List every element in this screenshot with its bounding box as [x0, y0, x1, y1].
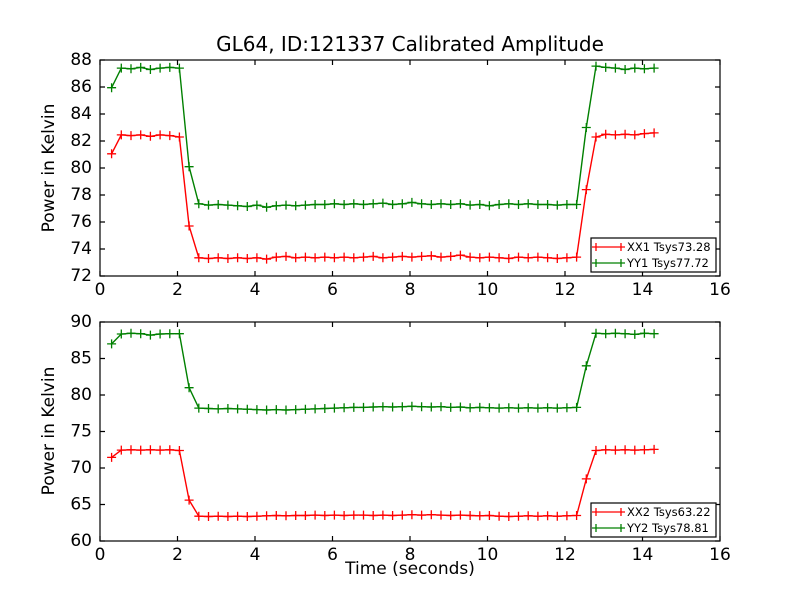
series-line-yy1 [110, 65, 655, 208]
axis-ticks [99, 321, 721, 542]
legend-sample-xx2 [592, 508, 625, 516]
chart-title: GL64, ID:121337 Calibrated Amplitude [216, 32, 604, 56]
series-markers-xx2 [107, 444, 659, 521]
x-tick-label: 4 [250, 545, 261, 565]
subplot-2: 0 2 4 6 8 10 12 14 16 60 65 70 75 80 85 90 XX2 Tsys63.22… [70, 312, 730, 565]
x-tick-label: 6 [327, 280, 338, 300]
legend: XX1 Tsys73.28 YY1 Tsys77.72 [590, 237, 717, 273]
y-tick-label: 75 [70, 422, 92, 442]
y-axis-label-top: Power in Kelvin [39, 103, 59, 233]
legend-label-yy1: YY1 Tsys77.72 [626, 256, 709, 270]
y-tick-label: 86 [70, 77, 92, 97]
subplot-1: 0 2 4 6 8 10 12 14 16 72 74 76 78 80 82 84 86 88 XX1 Tsys7… [70, 50, 730, 300]
y-tick-label: 80 [70, 158, 92, 178]
x-tick-label: 2 [172, 280, 183, 300]
legend: XX2 Tsys63.22 YY2 Tsys78.81 [590, 502, 717, 538]
y-tick-label: 60 [70, 531, 92, 551]
legend-label-xx2: XX2 Tsys63.22 [627, 505, 711, 519]
y-tick-label: 78 [70, 185, 92, 205]
y-tick-label: 76 [70, 212, 92, 232]
legend-box [590, 502, 717, 538]
axis-ticks [99, 59, 721, 277]
series-line-yy2 [111, 332, 655, 411]
x-tick-label: 16 [709, 280, 731, 300]
x-axis-label: Time (seconds) [345, 559, 475, 579]
x-tick-label: 8 [405, 280, 416, 300]
y-axis-label-bottom: Power in Kelvin [39, 366, 59, 496]
series-markers-yy2 [107, 328, 659, 415]
legend-label-yy2: YY2 Tsys78.81 [626, 521, 709, 535]
x-tick-label: 12 [554, 280, 576, 300]
y-tick-label: 65 [70, 495, 92, 515]
legend-sample-yy1 [592, 259, 625, 267]
series-line-xx2 [111, 448, 655, 518]
x-tick-label: 2 [172, 545, 183, 565]
series-markers-xx1 [107, 128, 659, 264]
y-tick-label: 74 [70, 239, 92, 259]
y-tick-label: 84 [70, 104, 92, 124]
series-line-xx1 [110, 132, 655, 260]
x-tick-label: 12 [554, 545, 576, 565]
y-tick-label: 88 [70, 50, 92, 70]
legend-box [590, 237, 717, 273]
y-tick-label: 70 [70, 458, 92, 478]
x-tick-label: 10 [477, 545, 499, 565]
y-tick-label: 80 [70, 385, 92, 405]
x-tick-label: 0 [95, 545, 106, 565]
legend-sample-yy2 [592, 524, 625, 532]
y-tick-label: 85 [70, 349, 92, 369]
x-tick-label: 0 [95, 280, 106, 300]
x-tick-label: 8 [405, 545, 416, 565]
y-tick-label: 72 [70, 266, 92, 286]
x-tick-label: 6 [327, 545, 338, 565]
x-tick-label: 14 [632, 545, 654, 565]
series-markers-yy1 [107, 61, 659, 212]
x-tick-label: 14 [632, 280, 654, 300]
y-tick-label: 90 [70, 312, 92, 332]
x-tick-label: 10 [477, 280, 499, 300]
legend-sample-xx1 [592, 243, 625, 251]
legend-label-xx1: XX1 Tsys73.28 [627, 240, 711, 254]
x-tick-label: 16 [709, 545, 731, 565]
x-tick-label: 4 [250, 280, 261, 300]
y-tick-label: 82 [70, 131, 92, 151]
